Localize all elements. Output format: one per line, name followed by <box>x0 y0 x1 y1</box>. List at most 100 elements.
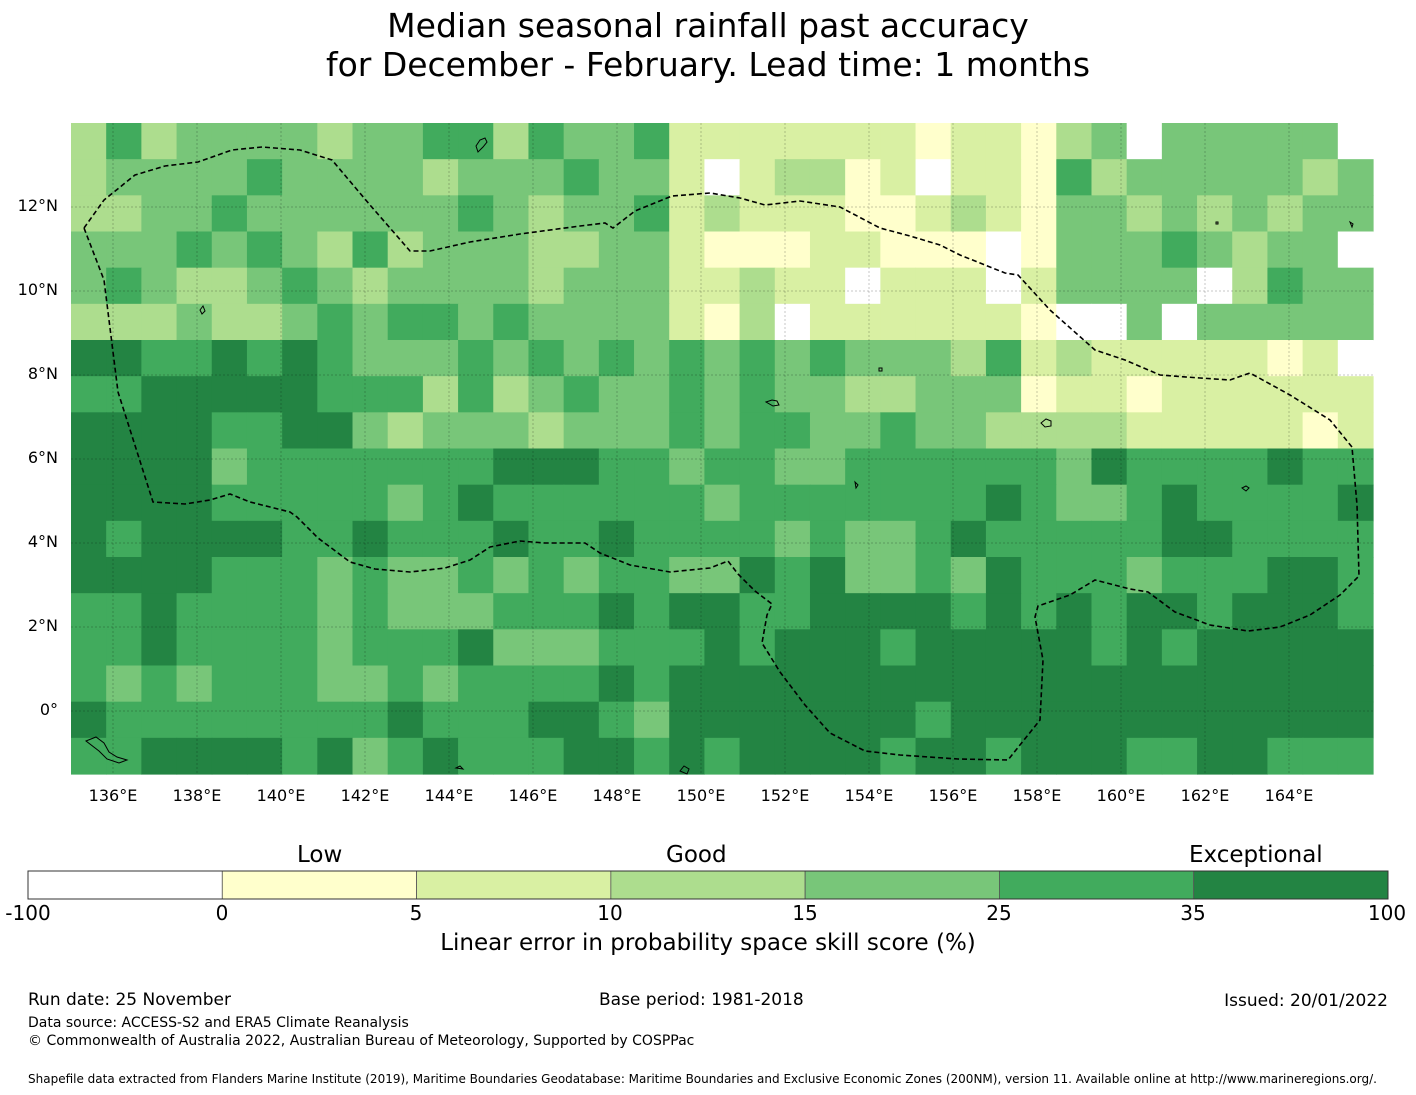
skill-cell <box>985 593 1022 630</box>
skill-cell <box>176 231 213 269</box>
skill-cell <box>985 448 1022 486</box>
skill-cell <box>458 159 494 196</box>
island-dot-1 <box>878 367 883 372</box>
skill-cell <box>563 340 600 377</box>
skill-cell <box>458 376 494 413</box>
skill-cell <box>141 737 178 775</box>
skill-cell <box>1232 231 1269 269</box>
lat-label-2n: 2°N <box>27 616 58 635</box>
skill-cell <box>845 267 881 305</box>
skill-cell <box>106 665 142 703</box>
skill-cell <box>422 484 459 522</box>
skill-cell <box>915 376 952 413</box>
skill-cell <box>352 520 389 558</box>
skill-cell <box>598 557 635 594</box>
skill-cell <box>317 448 354 486</box>
skill-cell <box>1197 376 1233 413</box>
skill-cell <box>809 340 846 377</box>
skill-cell <box>422 231 459 269</box>
skill-cell <box>352 195 389 233</box>
skill-cell <box>106 195 142 233</box>
colorbar-tick: 15 <box>792 901 818 925</box>
skill-cell <box>387 448 424 486</box>
skill-cell <box>1232 448 1269 486</box>
skill-cell <box>141 340 178 377</box>
skill-cell <box>774 448 811 486</box>
skill-cell <box>598 484 635 522</box>
skill-cell <box>1056 340 1093 377</box>
skill-cell <box>422 340 459 377</box>
skill-cell <box>71 484 107 522</box>
skill-cell <box>282 195 318 233</box>
skill-cell <box>915 231 952 269</box>
skill-cell <box>563 629 600 667</box>
skill-cell <box>176 593 213 630</box>
skill-cell <box>1126 159 1163 196</box>
skill-cell <box>387 231 424 269</box>
skill-cell <box>246 701 283 739</box>
skill-cell <box>704 448 741 486</box>
skill-cell <box>809 267 846 305</box>
skill-cell <box>528 195 565 233</box>
colorbar-segment <box>610 870 806 900</box>
skill-cell <box>1091 123 1128 160</box>
skill-cell <box>704 376 741 413</box>
skill-cell <box>352 412 389 450</box>
skill-cell <box>950 701 987 739</box>
skill-cell <box>282 448 318 486</box>
skill-cell <box>985 159 1022 196</box>
colorbar-tick: 25 <box>986 901 1012 925</box>
skill-cell <box>1197 159 1233 196</box>
island-chuuk <box>764 399 780 407</box>
island-small-south <box>679 765 690 775</box>
skill-cell <box>106 737 142 775</box>
skill-cell <box>950 159 987 196</box>
skill-cell <box>176 376 213 413</box>
skill-cell <box>211 448 248 486</box>
skill-cell <box>598 737 635 775</box>
skill-cell <box>493 701 530 739</box>
skill-cell <box>915 340 952 377</box>
skill-cell <box>1302 267 1339 305</box>
skill-cell <box>845 737 881 775</box>
lon-label-146e: 146°E <box>508 786 558 805</box>
skill-cell <box>317 303 354 341</box>
skill-cell <box>1161 593 1198 630</box>
skill-cell <box>563 737 600 775</box>
skill-cell <box>880 412 917 450</box>
lon-label-140e: 140°E <box>256 786 306 805</box>
skill-cell <box>915 267 952 305</box>
skill-cell <box>1021 159 1057 196</box>
skill-cell <box>950 737 987 775</box>
island-dot-5 <box>454 765 465 770</box>
skill-cell <box>634 340 670 377</box>
island-dot-2 <box>1215 221 1219 225</box>
skill-cell <box>563 484 600 522</box>
skill-cell <box>1267 267 1304 305</box>
skill-cell <box>387 629 424 667</box>
skill-cell <box>528 484 565 522</box>
skill-cell <box>880 593 917 630</box>
skill-cell <box>493 412 530 450</box>
skill-cell <box>493 376 530 413</box>
skill-cell <box>739 195 776 233</box>
skill-cell <box>704 231 741 269</box>
skill-cell <box>1091 412 1128 450</box>
skill-cell <box>1232 123 1269 160</box>
skill-cell <box>634 737 670 775</box>
skill-cell <box>317 701 354 739</box>
skill-cell <box>246 159 283 196</box>
skill-cell <box>1126 557 1163 594</box>
colorbar-tick: 5 <box>409 901 423 925</box>
skill-cell <box>985 340 1022 377</box>
skill-cell <box>669 737 706 775</box>
skill-cell <box>1267 376 1304 413</box>
skill-cell <box>915 629 952 667</box>
skill-cell <box>1056 303 1093 341</box>
skill-cell <box>422 520 459 558</box>
skill-cell <box>1267 665 1304 703</box>
skill-cell <box>809 593 846 630</box>
skill-cell <box>387 665 424 703</box>
skill-cell <box>352 557 389 594</box>
skill-cell <box>1126 340 1163 377</box>
